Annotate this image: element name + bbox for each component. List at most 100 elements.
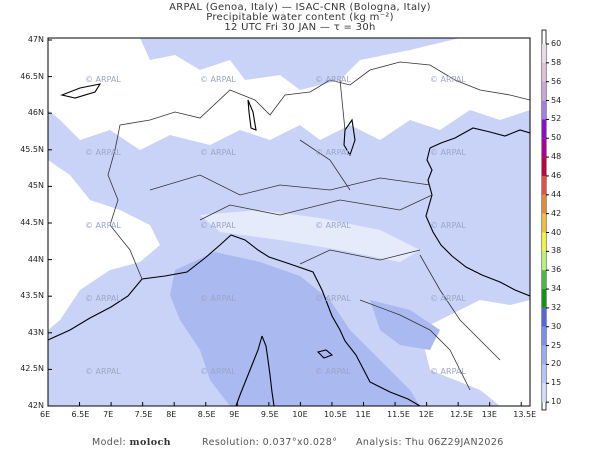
lon-label: 10E <box>292 410 308 419</box>
colorbar-label: 56 <box>551 76 562 86</box>
colorbar-segment <box>542 307 546 327</box>
lon-label: 12E <box>418 410 434 419</box>
colorbar-label: 42 <box>551 208 562 218</box>
colorbar-label: 36 <box>551 265 562 275</box>
lat-label: 45.5N <box>20 144 44 154</box>
colorbar-segment <box>542 157 546 176</box>
colorbar-label: 44 <box>551 189 562 199</box>
title-line-1: ARPAL (Genoa, Italy) — ISAC-CNR (Bologna… <box>169 2 431 13</box>
lon-label: 13E <box>481 410 497 419</box>
colorbar-segment <box>542 364 546 384</box>
colorbar-segment <box>542 175 546 195</box>
coast-elba <box>316 349 334 359</box>
field-high-east <box>370 300 440 350</box>
colorbar-label: 25 <box>551 340 562 350</box>
colorbar-label: 40 <box>551 227 562 237</box>
colorbar-label: 52 <box>551 114 562 124</box>
watermark: © ARPAL <box>200 75 236 84</box>
watermark: © ARPAL <box>430 294 466 303</box>
lon-label: 12.5E <box>450 410 474 419</box>
border-at-it <box>369 61 530 101</box>
colorbar-label: 48 <box>551 152 562 162</box>
model-label: Model: <box>92 437 127 448</box>
watermark: © ARPAL <box>430 221 466 230</box>
watermark: © ARPAL <box>315 221 351 230</box>
watermark: © ARPAL <box>200 148 236 157</box>
colorbar-segment <box>542 251 546 271</box>
colorbar-label: 38 <box>551 246 562 256</box>
colorbar-label: 34 <box>551 284 562 294</box>
lat-label: 43N <box>27 327 44 337</box>
colorbar-label: 50 <box>551 133 562 143</box>
watermark: © ARPAL <box>200 294 236 303</box>
lat-label: 46.5N <box>20 71 44 81</box>
colorbar-segment <box>542 383 546 403</box>
resolution-info: Resolution: 0.037°x0.028° <box>202 437 338 448</box>
colorbar-label: 32 <box>551 302 562 312</box>
coast-ligurian-tyrrhenian <box>48 234 421 406</box>
border-regions-north <box>149 79 433 221</box>
title-line-3: 12 UTC Fri 30 JAN — τ = 30h <box>224 22 376 33</box>
lon-label: 9.5E <box>260 410 279 419</box>
colorbar-segment <box>542 119 546 139</box>
field-low-alps <box>48 38 530 150</box>
colorbar-label: 58 <box>551 57 562 67</box>
watermark: © ARPAL <box>85 294 121 303</box>
watermark: © ARPAL <box>430 75 466 84</box>
watermark: © ARPAL <box>200 367 236 376</box>
watermark: © ARPAL <box>200 221 236 230</box>
coast-lake-geneva <box>60 83 102 99</box>
lon-label: 10.5E <box>323 410 347 419</box>
coast-lake-garda <box>343 118 356 157</box>
lon-label: 7.5E <box>134 410 153 419</box>
watermark: © ARPAL <box>85 221 121 230</box>
colorbar-segment <box>542 345 546 365</box>
colorbar-segment <box>542 194 546 214</box>
lat-label: 45N <box>27 181 44 191</box>
colorbar-segment <box>542 289 546 308</box>
watermark: © ARPAL <box>315 148 351 157</box>
colorbar-segment <box>542 62 546 82</box>
colorbar-segment <box>542 81 546 101</box>
colorbar-segment <box>542 232 546 252</box>
coast-adriatic <box>425 127 530 297</box>
coast-lake-maggiore <box>247 99 257 131</box>
colorbar-segment <box>542 326 546 346</box>
colorbar-label: 20 <box>551 359 562 369</box>
model-info: Model: moloch <box>92 437 171 448</box>
lat-label: 42N <box>27 401 44 410</box>
lon-label: 7E <box>103 410 114 419</box>
colorbar-segment <box>542 44 546 63</box>
colorbar-label: 15 <box>551 378 562 388</box>
map-frame <box>47 37 531 407</box>
border-fr-it <box>107 124 143 280</box>
model-value: moloch <box>129 437 171 448</box>
border-regions-central <box>299 249 501 391</box>
watermark: © ARPAL <box>430 148 466 157</box>
borders <box>107 61 530 391</box>
lon-label: 13.5E <box>513 410 537 419</box>
colorbar-label: 60 <box>551 39 562 48</box>
colorbar-label: 30 <box>551 321 562 331</box>
watermark: © ARPAL <box>430 367 466 376</box>
lat-label: 42.5N <box>20 364 44 374</box>
coastlines <box>48 83 530 406</box>
watermark: © ARPAL <box>315 367 351 376</box>
analysis-info: Analysis: Thu 06Z29JAN2026 <box>356 437 504 448</box>
field-low-south <box>420 300 530 406</box>
watermark: © ARPAL <box>85 75 121 84</box>
title-line-2: Precipitable water content (kg m⁻²) <box>206 12 394 23</box>
lat-label: 44N <box>27 254 44 264</box>
coast-corsica <box>235 335 275 406</box>
colorbar-segment <box>542 213 546 233</box>
colorbar-segment <box>542 138 546 158</box>
field-high-sea <box>170 252 420 406</box>
colorbar-segment <box>542 100 546 120</box>
lat-label: 44.5N <box>20 218 44 227</box>
watermark: © ARPAL <box>85 367 121 376</box>
colorbar-label: 10 <box>551 397 562 407</box>
lat-label: 43.5N <box>20 291 44 301</box>
lon-label: 6.5E <box>71 410 90 419</box>
colorbar-segment <box>542 270 546 290</box>
lon-label: 11E <box>355 410 371 419</box>
